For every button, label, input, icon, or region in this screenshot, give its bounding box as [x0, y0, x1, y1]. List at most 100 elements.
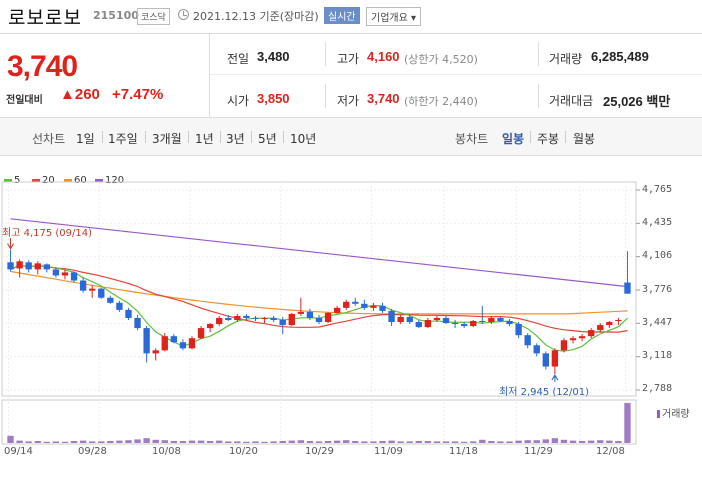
volume-bar [578, 441, 586, 443]
volume-bar [587, 440, 595, 443]
volume-bar [388, 440, 395, 443]
y-tick: 3,447 [642, 317, 673, 328]
y-tick: 4,106 [642, 250, 673, 261]
candle-body [497, 317, 504, 322]
change-label: 전일대비 [6, 95, 43, 106]
tab-5y[interactable]: 5년 [258, 132, 277, 146]
divider [145, 131, 146, 143]
candle-body [243, 315, 250, 318]
x-tick: 10/29 [305, 446, 334, 457]
candle-body [624, 282, 631, 294]
candle-body [288, 313, 295, 326]
divider [530, 131, 531, 143]
candle-body [606, 322, 613, 326]
volume-bar [225, 441, 232, 443]
plot-frame [1, 181, 637, 397]
tab-candle-chart[interactable]: 봉차트 [455, 132, 489, 146]
tab-line-chart[interactable]: 선차트 [32, 132, 66, 146]
current-price: 3,740 [7, 50, 78, 83]
tab-1w[interactable]: 1주일 [108, 132, 138, 146]
candle-body [16, 261, 23, 269]
open-value: 3,850 [257, 91, 290, 106]
volume-bar [397, 441, 404, 443]
tab-daily[interactable]: 일봉 [502, 132, 525, 146]
stock-name: 로보로보 [8, 7, 82, 29]
volume-bar [479, 439, 486, 443]
candle-body [306, 311, 314, 318]
candle-body [225, 317, 232, 320]
y-tick: 4,435 [642, 217, 673, 228]
volume-bar [161, 440, 168, 443]
volume-bar [288, 440, 295, 443]
candle-body [406, 316, 413, 323]
divider [251, 131, 252, 143]
candle-body [479, 321, 486, 323]
ma20-line [10, 264, 628, 333]
candle-body [333, 307, 341, 313]
change-percent: +7.47% [112, 86, 164, 103]
candle-body [61, 272, 69, 276]
stock-code: 215100 [93, 9, 139, 22]
candle-body [488, 317, 495, 323]
candle-body [116, 302, 123, 310]
ma120-line [10, 218, 628, 288]
volume-bar [569, 440, 577, 443]
tab-1y[interactable]: 1년 [195, 132, 214, 146]
realtime-button[interactable]: 실시간 [324, 7, 360, 24]
volume-bar [152, 439, 159, 443]
price-chart[interactable] [0, 156, 702, 486]
candle-body [352, 301, 359, 304]
volume-bar [515, 440, 522, 443]
volume-bar [379, 441, 386, 443]
low-label: 저가 [337, 94, 360, 108]
candle-body [569, 338, 577, 341]
divider [538, 42, 539, 66]
candle-body [161, 336, 168, 351]
tab-1d[interactable]: 1일 [76, 132, 95, 146]
volume-bar [70, 441, 78, 443]
candle-body [7, 262, 14, 270]
volume-bar [424, 441, 432, 443]
divider [283, 131, 284, 143]
tab-3y[interactable]: 3년 [226, 132, 245, 146]
divider [210, 74, 702, 75]
tab-weekly[interactable]: 주봉 [537, 132, 560, 146]
high-label: 고가 [337, 52, 360, 66]
candle-body [297, 311, 305, 314]
candle-body [34, 263, 41, 270]
quote-panel: 3,740 전일대비 ▲260 +7.47% 전일 3,480 고가 4,160… [0, 34, 702, 118]
tab-3m[interactable]: 3개월 [152, 132, 182, 146]
volume-bar [333, 440, 341, 443]
volume-bar [615, 441, 622, 443]
volume-bar [16, 440, 23, 443]
divider [220, 131, 221, 143]
divider [538, 84, 539, 108]
volume-bar [497, 441, 504, 443]
volume-bar [533, 440, 540, 443]
tab-monthly[interactable]: 월봉 [573, 132, 596, 146]
company-info-dropdown[interactable]: 기업개요 ▾ [366, 7, 421, 26]
volume-bar [216, 440, 223, 443]
volume-bar [179, 441, 187, 443]
candle-body [560, 340, 568, 351]
volume-bar [261, 441, 268, 443]
high-arrow-head [7, 243, 14, 250]
volume-bar [234, 441, 241, 443]
candle-body [615, 319, 622, 321]
x-tick: 11/09 [374, 446, 403, 457]
candle-body [515, 324, 522, 336]
volume-bar [243, 441, 250, 443]
ma5-line [10, 264, 628, 352]
candle-body [152, 350, 159, 354]
tab-10y[interactable]: 10년 [290, 132, 317, 146]
volume-value: 6,285,489 [591, 49, 649, 64]
divider [325, 42, 326, 66]
volume-bar [597, 440, 604, 443]
clock-icon [178, 9, 189, 20]
y-tick: 3,118 [642, 350, 673, 361]
volume-bar [488, 441, 495, 443]
volume-bar [52, 441, 60, 443]
candle-body [206, 324, 214, 329]
candle-body [451, 323, 459, 325]
candle-body [460, 324, 468, 327]
